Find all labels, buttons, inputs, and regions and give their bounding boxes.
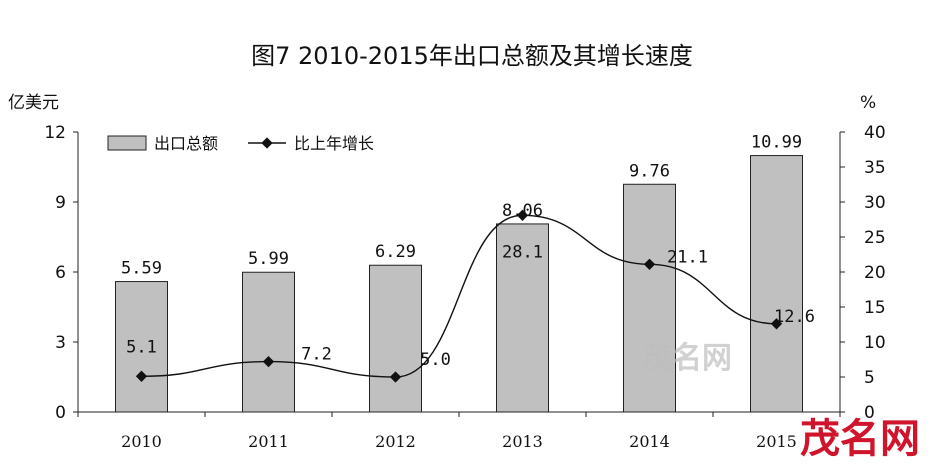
bar-value-label: 5.59 [121,259,162,279]
growth-value-label: 21.1 [667,247,708,267]
right-tick-label: 0 [864,403,875,423]
right-tick-label: 20 [864,263,886,283]
bar [369,264,422,413]
legend-line-marker [261,137,273,149]
right-tick-label: 10 [864,333,886,353]
bar [496,223,549,413]
x-tick-label: 2012 [375,432,416,451]
left-tick-label: 0 [55,403,66,423]
left-tick-label: 12 [44,123,66,143]
x-tick-label: 2014 [629,432,670,451]
right-tick-label: 15 [864,298,886,318]
right-axis-unit: % [860,93,876,113]
right-tick-label: 30 [864,193,886,213]
x-tick-label: 2015 [756,432,797,451]
growth-point [643,258,656,270]
bar-value-label: 6.29 [375,242,416,262]
growth-point [135,370,148,382]
growth-point [770,318,783,330]
growth-value-label: 28.1 [502,242,543,262]
growth-point [516,209,529,221]
right-tick-label: 25 [864,228,886,248]
x-tick-label: 2011 [248,432,289,451]
left-tick-label: 3 [55,333,66,353]
bar [623,183,676,413]
plot-area: 0 3 6 9 12 0 5 10 15 20 25 30 35 40 2010 2011 2012 2013 20… [44,123,885,451]
left-tick-label: 9 [55,193,66,213]
bar-value-label: 9.76 [629,161,670,181]
legend-label: 比上年增长 [294,134,374,153]
x-tick-label: 2013 [502,432,543,451]
bar [115,281,168,413]
growth-point [389,371,402,383]
bar [242,271,295,413]
right-tick-label: 35 [864,158,886,178]
chart-title: 图7 2010-2015年出口总额及其增长速度 [251,42,693,70]
bar [750,155,803,413]
growth-value-label: 12.6 [774,307,815,327]
left-tick-label: 6 [55,263,66,283]
bar-value-label: 5.99 [248,249,289,269]
watermark-corner: 茂名网 [800,416,920,462]
left-axis-unit: 亿美元 [8,93,59,113]
growth-value-label: 7.2 [301,345,332,365]
watermark-center: 茂名网 [642,341,732,376]
right-tick-label: 40 [864,123,886,143]
growth-value-label: 5.1 [126,337,157,357]
bar-value-label: 10.99 [751,133,802,153]
right-tick-label: 5 [864,368,875,388]
x-tick-label: 2010 [121,432,162,451]
growth-point [262,355,275,368]
growth-value-label: 5.0 [420,350,451,370]
legend-bar-swatch [107,135,147,151]
legend-label: 出口总额 [154,134,218,153]
